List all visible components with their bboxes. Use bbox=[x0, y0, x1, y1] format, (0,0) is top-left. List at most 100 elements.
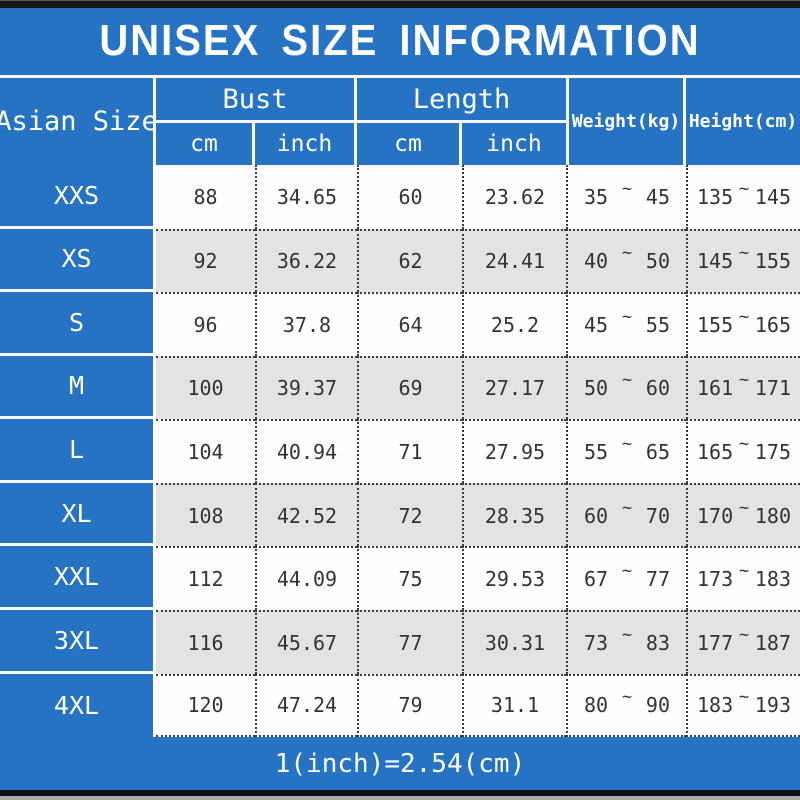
column-header-height: Height(cm) bbox=[688, 111, 798, 132]
length-inch-cell: 27.17 bbox=[462, 355, 566, 420]
weight-range-cell: 35 ~ 45 bbox=[566, 165, 686, 229]
height-range-cell: 177 ~ 187 bbox=[686, 609, 800, 674]
weight-min: 80 bbox=[584, 693, 609, 718]
tilde-symbol: ~ bbox=[738, 178, 750, 199]
length-cm-cell: 62 bbox=[357, 228, 462, 293]
tilde-symbol: ~ bbox=[621, 306, 633, 327]
height-max: 165 bbox=[754, 312, 791, 337]
chart-title: UNISEX SIZE INFORMATION bbox=[99, 17, 701, 65]
height-range-cell: 155 ~ 165 bbox=[686, 292, 800, 356]
height-max: 180 bbox=[754, 503, 791, 528]
height-range-cell: 165 ~ 175 bbox=[686, 419, 800, 483]
tilde-symbol: ~ bbox=[621, 243, 633, 264]
weight-min: 67 bbox=[584, 567, 609, 592]
height-min: 145 bbox=[697, 249, 734, 274]
weight-range-cell: 55 ~ 65 bbox=[566, 419, 686, 483]
height-range-cell: 170 ~ 180 bbox=[686, 482, 800, 547]
length-inch-cell: 24.41 bbox=[462, 228, 566, 293]
height-range-cell: 183 ~ 193 bbox=[686, 673, 800, 738]
column-header-bust-cm: cm bbox=[156, 123, 255, 165]
height-min: 183 bbox=[697, 693, 734, 718]
height-min: 173 bbox=[697, 567, 734, 592]
weight-max: 55 bbox=[645, 312, 670, 337]
weight-range-cell: 60 ~ 70 bbox=[566, 482, 686, 547]
bust-inch-cell: 42.52 bbox=[255, 482, 357, 547]
length-cm-cell: 72 bbox=[357, 482, 462, 547]
length-inch-cell: 28.35 bbox=[462, 482, 566, 547]
bust-inch-cell: 37.8 bbox=[255, 292, 357, 356]
size-label-cell: XL bbox=[0, 482, 156, 547]
column-header-weight: Weight(kg) bbox=[566, 78, 686, 165]
tilde-symbol: ~ bbox=[621, 687, 633, 708]
length-inch-cell: 27.95 bbox=[462, 419, 566, 483]
length-inch-cell: 23.62 bbox=[462, 165, 566, 229]
table-row: XS 92 36.22 62 24.41 40 ~ 50 145 ~ 155 bbox=[0, 228, 800, 293]
weight-range-cell: 40 ~ 50 bbox=[566, 228, 686, 293]
length-cm-cell: 75 bbox=[357, 546, 462, 610]
weight-min: 45 bbox=[584, 312, 609, 337]
length-cm-cell: 64 bbox=[357, 292, 462, 356]
weight-max: 83 bbox=[645, 630, 670, 655]
height-range-cell: 161 ~ 171 bbox=[686, 355, 800, 420]
weight-range-cell: 73 ~ 83 bbox=[566, 609, 686, 674]
height-min: 161 bbox=[697, 376, 734, 401]
top-border-bar bbox=[0, 0, 800, 8]
height-max: 187 bbox=[754, 630, 791, 655]
height-min: 135 bbox=[697, 184, 734, 209]
height-range-cell: 173 ~ 183 bbox=[686, 546, 800, 610]
weight-max: 45 bbox=[645, 184, 670, 209]
column-header-length-inch: inch bbox=[486, 131, 542, 157]
tilde-symbol: ~ bbox=[738, 561, 750, 582]
bust-cm-cell: 116 bbox=[156, 609, 255, 674]
weight-min: 73 bbox=[584, 630, 609, 655]
length-inch-cell: 25.2 bbox=[462, 292, 566, 356]
height-min: 177 bbox=[697, 630, 734, 655]
column-header-bust: Bust bbox=[156, 78, 357, 123]
tilde-symbol: ~ bbox=[621, 561, 633, 582]
tilde-symbol: ~ bbox=[738, 497, 750, 518]
size-label-cell: L bbox=[0, 419, 156, 483]
tilde-symbol: ~ bbox=[621, 497, 633, 518]
height-max: 155 bbox=[754, 249, 791, 274]
table-row: L 104 40.94 71 27.95 55 ~ 65 165 ~ 175 bbox=[0, 419, 800, 483]
weight-min: 50 bbox=[584, 376, 609, 401]
conversion-note-band: 1(inch)=2.54(cm) bbox=[0, 737, 800, 790]
weight-range-cell: 67 ~ 77 bbox=[566, 546, 686, 610]
length-inch-cell: 29.53 bbox=[462, 546, 566, 610]
weight-range-cell: 80 ~ 90 bbox=[566, 673, 686, 738]
tilde-symbol: ~ bbox=[621, 178, 633, 199]
bust-inch-cell: 45.67 bbox=[255, 609, 357, 674]
chart-title-band: UNISEX SIZE INFORMATION bbox=[0, 8, 800, 78]
size-label-cell: XXL bbox=[0, 546, 156, 610]
bust-cm-cell: 112 bbox=[156, 546, 255, 610]
height-min: 155 bbox=[697, 312, 734, 337]
bottom-gray-strip bbox=[0, 796, 800, 800]
bust-inch-cell: 36.22 bbox=[255, 228, 357, 293]
length-inch-cell: 30.31 bbox=[462, 609, 566, 674]
weight-max: 77 bbox=[645, 567, 670, 592]
bust-cm-cell: 100 bbox=[156, 355, 255, 420]
bust-cm-cell: 108 bbox=[156, 482, 255, 547]
size-label-cell: 3XL bbox=[0, 609, 156, 674]
size-label-cell: XS bbox=[0, 228, 156, 293]
length-cm-cell: 69 bbox=[357, 355, 462, 420]
size-label-cell: S bbox=[0, 292, 156, 356]
weight-range-cell: 45 ~ 55 bbox=[566, 292, 686, 356]
bust-inch-cell: 39.37 bbox=[255, 355, 357, 420]
length-inch-cell: 31.1 bbox=[462, 673, 566, 738]
tilde-symbol: ~ bbox=[738, 306, 750, 327]
size-label-cell: XXS bbox=[0, 165, 156, 229]
weight-min: 60 bbox=[584, 503, 609, 528]
weight-max: 70 bbox=[645, 503, 670, 528]
tilde-symbol: ~ bbox=[621, 370, 633, 391]
weight-max: 90 bbox=[645, 693, 670, 718]
tilde-symbol: ~ bbox=[621, 434, 633, 455]
height-range-cell: 145 ~ 155 bbox=[686, 228, 800, 293]
bust-cm-cell: 120 bbox=[156, 673, 255, 738]
weight-max: 60 bbox=[645, 376, 670, 401]
height-max: 193 bbox=[754, 693, 791, 718]
table-row: S 96 37.8 64 25.2 45 ~ 55 155 ~ 165 bbox=[0, 292, 800, 356]
tilde-symbol: ~ bbox=[738, 624, 750, 645]
table-row: XXL 112 44.09 75 29.53 67 ~ 77 173 ~ 183 bbox=[0, 546, 800, 610]
weight-range-cell: 50 ~ 60 bbox=[566, 355, 686, 420]
